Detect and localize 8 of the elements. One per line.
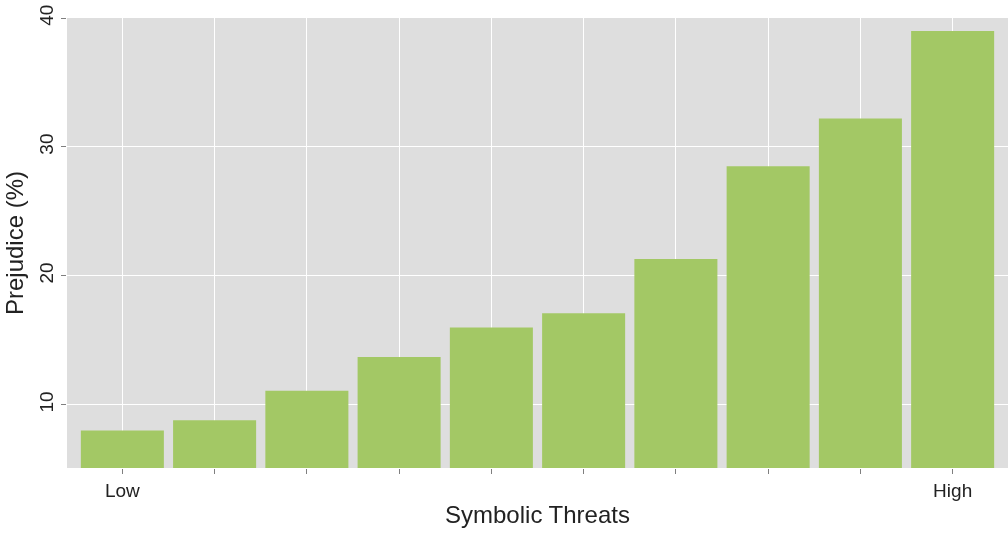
y-tick-label: 30 [36, 133, 58, 155]
x-axis-title: Symbolic Threats [445, 501, 630, 529]
y-tick-label: 40 [36, 4, 58, 26]
y-tick-label: 20 [36, 262, 58, 284]
x-tick-label: Low [104, 479, 141, 501]
y-tick-label: 10 [36, 391, 58, 413]
x-tick-label: High [933, 479, 973, 501]
y-axis-title: Prejudice (%) [0, 170, 28, 316]
